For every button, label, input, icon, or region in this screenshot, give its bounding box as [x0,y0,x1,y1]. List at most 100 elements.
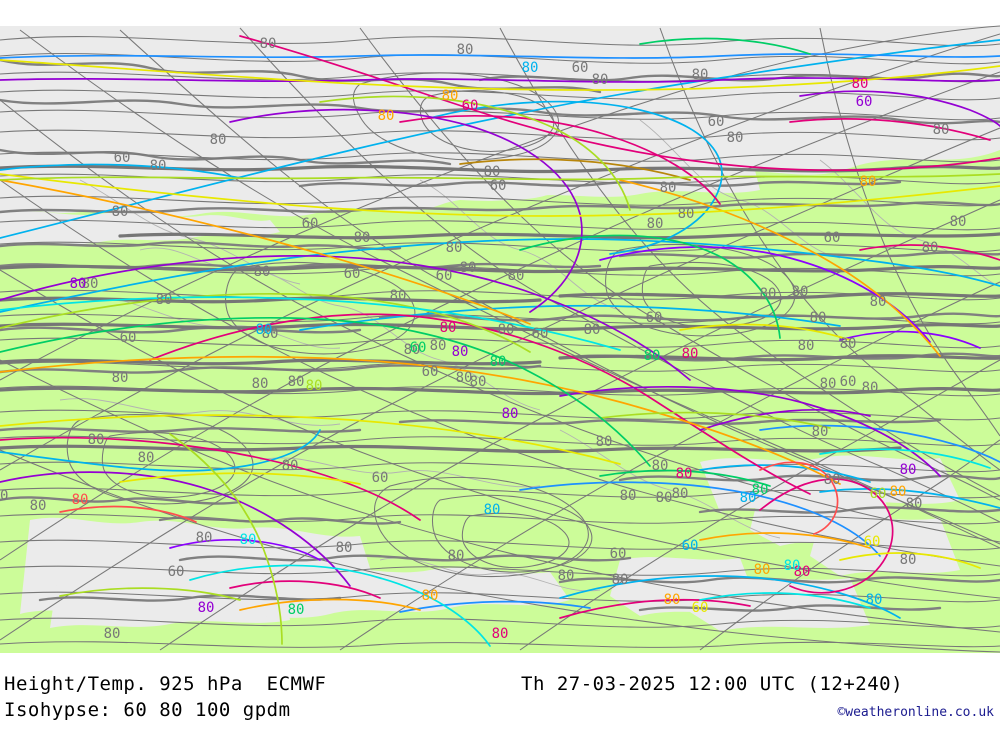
contour-label: 80 [656,490,673,506]
contour-label: 60 [302,216,319,232]
contour-label: 60 [462,98,479,114]
contour-label: 80 [104,626,121,642]
contour-label: 80 [840,336,857,352]
contour-label: 80 [660,180,677,196]
contour-label: 80 [820,376,837,392]
contour-label: 80 [112,370,129,386]
contour-label: 80 [430,338,447,354]
contour-label: 80 [584,322,601,338]
contour-label: 80 [492,626,509,642]
contour-label: 80 [906,496,923,512]
contour-label: 60 [0,488,8,504]
contour-label: 80 [522,60,539,76]
contour-label: 80 [282,458,299,474]
contour-label: 80 [442,88,459,104]
contour-label: 80 [652,458,669,474]
contour-label: 60 [682,538,699,554]
contour-label: 80 [448,548,465,564]
contour-label: 80 [794,564,811,580]
contour-label: 80 [644,348,661,364]
contour-label: 60 [422,364,439,380]
contour-label: 60 [708,114,725,130]
contour-label: 80 [866,592,883,608]
contour-label: 80 [672,486,689,502]
contour-label: 80 [260,36,277,52]
contour-label: 60 [372,470,389,486]
contour-label: 80 [390,288,407,304]
contour-label: 80 [676,466,693,482]
contour-label: 60 [120,330,137,346]
contour-label: 60 [168,564,185,580]
contour-label: 80 [196,530,213,546]
contour-label: 80 [612,572,629,588]
weather-map-canvas[interactable]: 80 80 60 80 80 60 80 80 60 80 80 80 60 8… [0,0,1000,655]
isohypse-layer [0,25,1000,653]
map-title: Height/Temp. 925 hPa ECMWF [4,673,327,695]
contour-label: 80 [922,240,939,256]
contour-label: 60 [344,266,361,282]
contour-label: 80 [798,338,815,354]
isotherm-layer [0,35,1000,647]
copyright-notice: ©weatheronline.co.uk [837,705,994,720]
contour-label: 80 [484,164,501,180]
contour-label: 80 [502,406,519,422]
isohypse-legend: Isohypse: 60 80 100 gpdm [4,699,291,721]
contour-label: 80 [446,240,463,256]
map-footer: Height/Temp. 925 hPa ECMWF Isohypse: 60 … [0,655,1000,733]
contour-label: 80 [508,268,525,284]
contour-label: 80 [252,376,269,392]
contour-label: 80 [112,204,129,220]
contour-label: 80 [647,216,664,232]
contour-label: 80 [457,42,474,58]
contour-label: 80 [900,462,917,478]
contour-label: 80 [682,346,699,362]
contour-label: 80 [404,342,421,358]
contour-label: 80 [596,434,613,450]
contour-label: 80 [460,260,477,276]
contour-label: 80 [592,72,609,88]
contour-label: 60 [114,150,131,166]
contour-label: 80 [890,484,907,500]
contour-label: 60 [410,340,427,356]
contour-label: 60 [840,374,857,390]
contour-label: 80 [30,498,47,514]
contour-label: 60 [436,268,453,284]
isohypse-major-layer [0,164,1000,454]
contour-label: 80 [752,482,769,498]
contour-label: 80 [498,322,515,338]
contour-label: 80 [254,264,271,280]
contour-label: 80 [256,322,273,338]
contour-label: 80 [852,76,869,92]
contour-label: 80 [88,432,105,448]
contour-label: 80 [288,374,305,390]
contour-label: 80 [72,492,89,508]
isotherm-labels: 80 60 80 80 80 80 80 60 80 80 80 80 80 8… [70,60,917,642]
contour-label: 60 [532,326,549,342]
contour-label: 80 [470,374,487,390]
contour-label: 80 [150,158,167,174]
contour-label: 80 [692,67,709,83]
contour-label: 80 [860,174,877,190]
contour-label: 80 [484,502,501,518]
contour-label: 80 [452,344,469,360]
contour-label: 80 [620,488,637,504]
contour-label: 80 [933,122,950,138]
contour-label: 80 [440,320,457,336]
contour-label: 80 [262,326,279,342]
contour-label: 80 [900,552,917,568]
map-svg: 80 80 60 80 80 60 80 80 60 80 80 80 60 8… [0,25,1000,653]
contour-label: 80 [198,600,215,616]
contour-label: 80 [138,450,155,466]
contour-label: 80 [950,214,967,230]
contour-label: 80 [784,558,801,574]
contour-label: 80 [678,206,695,222]
contour-label: 60 [646,310,663,326]
contour-label: 80 [336,540,353,556]
contour-label: 80 [754,562,771,578]
contour-label: 60 [824,230,841,246]
contour-label: 80 [727,130,744,146]
contour-label: 80 [306,378,323,394]
isohypse-labels: 80 80 60 80 80 60 80 80 60 80 80 80 60 8… [0,36,966,642]
contour-label: 80 [810,310,827,326]
